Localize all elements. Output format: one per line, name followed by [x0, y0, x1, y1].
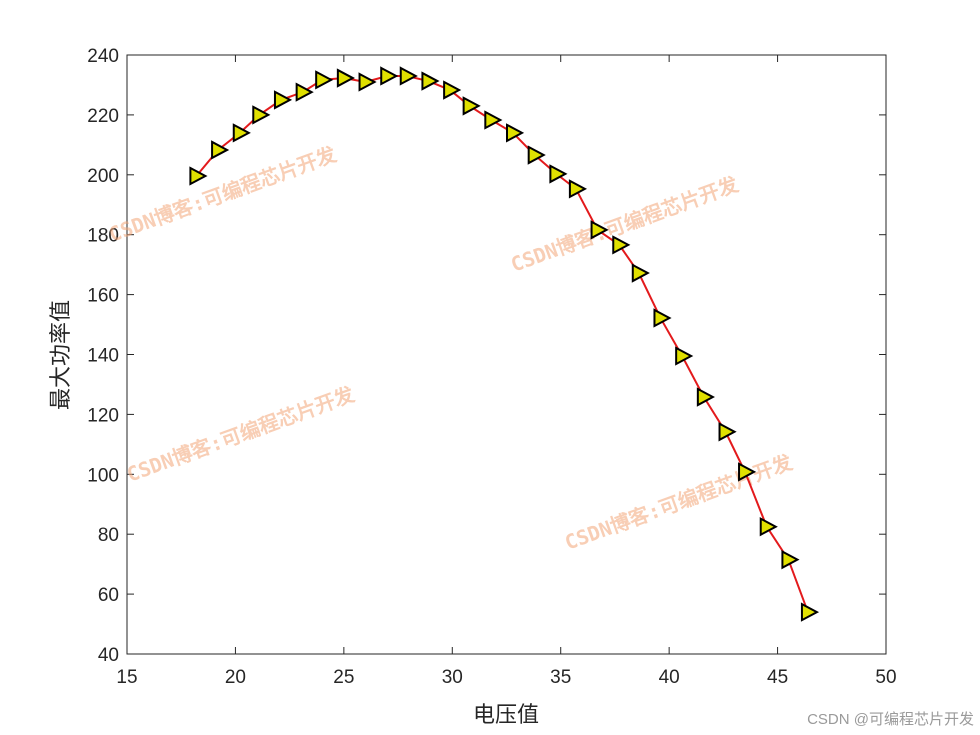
y-tick-label: 120	[87, 405, 119, 426]
y-tick-label: 240	[87, 46, 119, 67]
data-point	[443, 80, 462, 100]
y-tick-label: 40	[98, 645, 119, 666]
data-point	[527, 145, 546, 165]
y-tick-label: 100	[87, 465, 119, 486]
x-tick-label: 35	[550, 667, 571, 688]
y-axis-label: 最大功率值	[49, 300, 74, 410]
y-tick-label: 140	[87, 346, 119, 367]
data-point	[568, 179, 588, 199]
data-point	[232, 123, 251, 143]
data-point	[506, 123, 525, 143]
y-tick-label: 220	[87, 106, 119, 127]
data-point	[718, 422, 737, 442]
x-tick-label: 45	[767, 667, 788, 688]
data-point	[781, 549, 800, 570]
data-point	[696, 387, 715, 407]
data-point	[211, 140, 230, 160]
x-tick-label: 20	[225, 667, 246, 688]
credit-text: CSDN @可编程芯片开发	[807, 711, 974, 728]
data-point	[800, 602, 820, 622]
x-tick-label: 40	[659, 667, 680, 688]
data-point	[380, 66, 399, 86]
data-point	[252, 105, 271, 125]
data-point	[484, 110, 503, 130]
data-point	[189, 166, 208, 186]
data-point	[421, 71, 440, 91]
y-tick-label: 160	[87, 286, 119, 307]
x-tick-label: 50	[875, 667, 896, 688]
plot-area	[126, 54, 887, 655]
x-axis-label: 电压值	[473, 703, 539, 728]
data-point	[462, 96, 481, 116]
data-point	[631, 263, 650, 283]
data-point	[315, 70, 334, 90]
x-tick-label: 15	[116, 667, 137, 688]
x-tick-label: 30	[442, 667, 463, 688]
data-point	[590, 220, 609, 240]
data-point	[358, 72, 377, 92]
data-point	[653, 308, 672, 328]
data-point	[336, 68, 355, 88]
data-point	[273, 90, 293, 110]
data-point	[612, 235, 631, 255]
y-tick-label: 200	[87, 166, 119, 187]
x-tick-label: 25	[333, 667, 354, 688]
data-point	[295, 82, 314, 102]
y-tick-label: 180	[87, 226, 119, 247]
y-tick-label: 60	[98, 585, 119, 606]
data-point	[549, 164, 568, 184]
data-point	[738, 462, 757, 482]
data-point	[399, 66, 418, 86]
y-tick-label: 80	[98, 525, 119, 546]
data-point	[759, 517, 778, 537]
data-point	[675, 346, 694, 366]
